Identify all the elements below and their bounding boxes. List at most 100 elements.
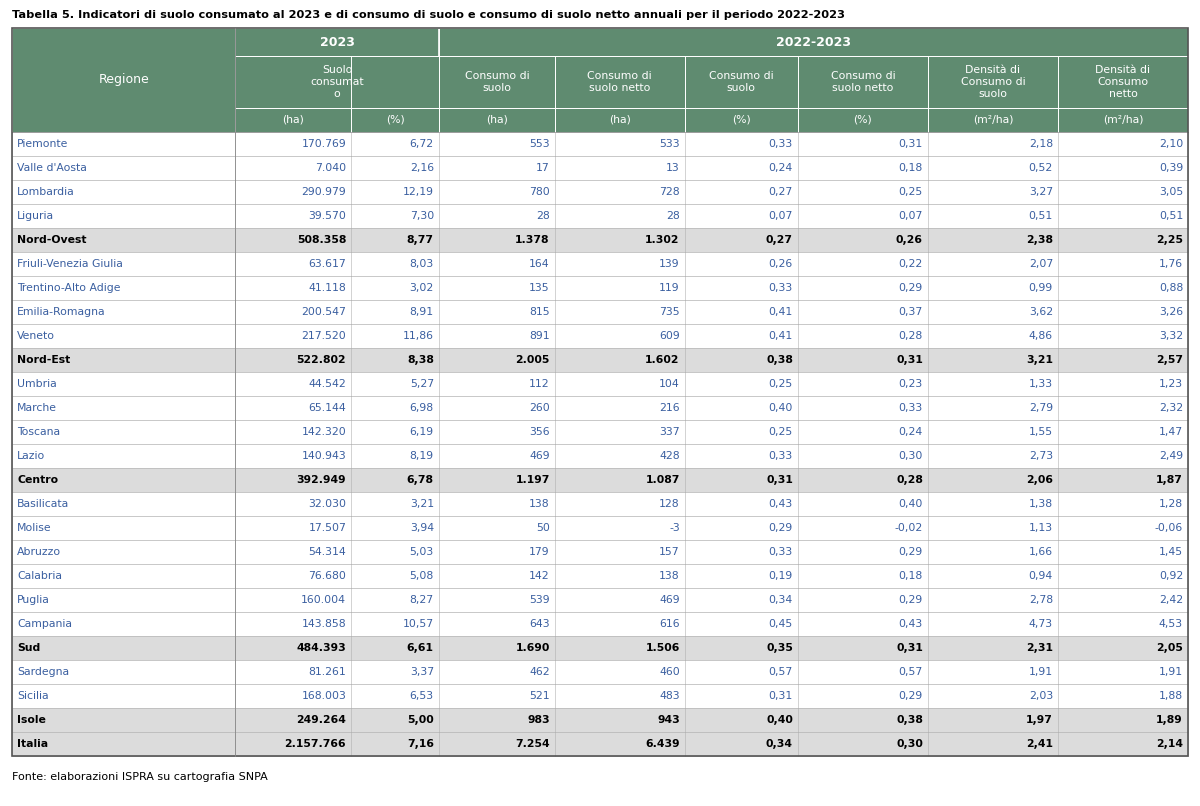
Text: 112: 112 bbox=[529, 379, 550, 389]
Text: 0,33: 0,33 bbox=[769, 451, 793, 461]
Text: 50: 50 bbox=[536, 523, 550, 533]
Text: 143.858: 143.858 bbox=[301, 619, 347, 629]
Text: 7.254: 7.254 bbox=[515, 739, 550, 749]
Text: 2023: 2023 bbox=[319, 35, 354, 48]
Bar bbox=[12, 324, 1188, 348]
Text: 0,40: 0,40 bbox=[768, 403, 793, 413]
Text: 616: 616 bbox=[659, 619, 680, 629]
Text: 0,29: 0,29 bbox=[899, 595, 923, 605]
Text: 0,31: 0,31 bbox=[766, 475, 793, 485]
Text: 8,03: 8,03 bbox=[409, 259, 434, 269]
Text: 0,52: 0,52 bbox=[1028, 163, 1052, 173]
Text: 104: 104 bbox=[659, 379, 680, 389]
Text: 0,88: 0,88 bbox=[1159, 283, 1183, 293]
Bar bbox=[235, 56, 439, 108]
Text: 0,25: 0,25 bbox=[769, 427, 793, 437]
Bar bbox=[12, 132, 1188, 156]
Text: 1,97: 1,97 bbox=[1026, 715, 1052, 725]
Text: 3,62: 3,62 bbox=[1028, 307, 1052, 317]
Text: 0,94: 0,94 bbox=[1028, 571, 1052, 581]
Text: 0,37: 0,37 bbox=[899, 307, 923, 317]
Text: 1.302: 1.302 bbox=[646, 235, 680, 245]
Text: 2,25: 2,25 bbox=[1156, 235, 1183, 245]
Text: -3: -3 bbox=[670, 523, 680, 533]
Text: 17: 17 bbox=[536, 163, 550, 173]
Bar bbox=[12, 444, 1188, 468]
Text: 0,29: 0,29 bbox=[899, 691, 923, 701]
Text: 290.979: 290.979 bbox=[301, 187, 347, 197]
Text: 3,94: 3,94 bbox=[409, 523, 434, 533]
Text: 5,00: 5,00 bbox=[407, 715, 434, 725]
Text: 8,38: 8,38 bbox=[407, 355, 434, 365]
Text: 8,19: 8,19 bbox=[409, 451, 434, 461]
Text: 0,38: 0,38 bbox=[766, 355, 793, 365]
Text: 1.602: 1.602 bbox=[646, 355, 680, 365]
Bar bbox=[12, 492, 1188, 516]
Text: 3,32: 3,32 bbox=[1159, 331, 1183, 341]
Text: 0,30: 0,30 bbox=[899, 451, 923, 461]
Text: 6,61: 6,61 bbox=[407, 643, 434, 653]
Text: 8,91: 8,91 bbox=[409, 307, 434, 317]
Text: 135: 135 bbox=[529, 283, 550, 293]
Text: 5,27: 5,27 bbox=[409, 379, 434, 389]
Text: 0,23: 0,23 bbox=[899, 379, 923, 389]
Text: 128: 128 bbox=[659, 499, 680, 509]
Text: 3,26: 3,26 bbox=[1159, 307, 1183, 317]
Text: Fonte: elaborazioni ISPRA su cartografia SNPA: Fonte: elaborazioni ISPRA su cartografia… bbox=[12, 772, 268, 782]
Bar bbox=[685, 108, 798, 132]
Text: 2022-2023: 2022-2023 bbox=[776, 35, 851, 48]
Text: Puglia: Puglia bbox=[17, 595, 50, 605]
Text: 160.004: 160.004 bbox=[301, 595, 347, 605]
Bar bbox=[12, 420, 1188, 444]
Text: 469: 469 bbox=[529, 451, 550, 461]
Text: 119: 119 bbox=[659, 283, 680, 293]
Text: 1.197: 1.197 bbox=[515, 475, 550, 485]
Text: Trentino-Alto Adige: Trentino-Alto Adige bbox=[17, 283, 120, 293]
Text: Consumo di
suolo netto: Consumo di suolo netto bbox=[830, 71, 895, 93]
Text: 54.314: 54.314 bbox=[308, 547, 347, 557]
Text: Tabella 5. Indicatori di suolo consumato al 2023 e di consumo di suolo e consumo: Tabella 5. Indicatori di suolo consumato… bbox=[12, 10, 845, 20]
Bar bbox=[439, 108, 554, 132]
Text: 0,29: 0,29 bbox=[899, 283, 923, 293]
Text: (%): (%) bbox=[732, 115, 751, 125]
Text: 2,16: 2,16 bbox=[409, 163, 434, 173]
Text: 138: 138 bbox=[529, 499, 550, 509]
Text: 200.547: 200.547 bbox=[301, 307, 347, 317]
Text: 28: 28 bbox=[666, 211, 680, 221]
Text: 0,27: 0,27 bbox=[769, 187, 793, 197]
Text: 2,18: 2,18 bbox=[1028, 139, 1052, 149]
Text: 7,16: 7,16 bbox=[407, 739, 434, 749]
Text: 0,40: 0,40 bbox=[766, 715, 793, 725]
Bar bbox=[12, 684, 1188, 708]
Text: 460: 460 bbox=[659, 667, 680, 677]
Text: 1.506: 1.506 bbox=[646, 643, 680, 653]
Bar bbox=[928, 56, 1058, 108]
Text: 5,08: 5,08 bbox=[409, 571, 434, 581]
Text: 0,28: 0,28 bbox=[896, 475, 923, 485]
Text: Veneto: Veneto bbox=[17, 331, 55, 341]
Text: 337: 337 bbox=[659, 427, 680, 437]
Text: 3,05: 3,05 bbox=[1159, 187, 1183, 197]
Text: 2,57: 2,57 bbox=[1156, 355, 1183, 365]
Text: Nord-Est: Nord-Est bbox=[17, 355, 71, 365]
Text: Consumo di
suolo: Consumo di suolo bbox=[464, 71, 529, 93]
Text: 0,28: 0,28 bbox=[899, 331, 923, 341]
Text: 891: 891 bbox=[529, 331, 550, 341]
Text: 2,10: 2,10 bbox=[1159, 139, 1183, 149]
Text: 6,53: 6,53 bbox=[409, 691, 434, 701]
Bar bbox=[12, 300, 1188, 324]
Text: 0,51: 0,51 bbox=[1159, 211, 1183, 221]
Text: 81.261: 81.261 bbox=[308, 667, 347, 677]
Text: 462: 462 bbox=[529, 667, 550, 677]
Text: 6,98: 6,98 bbox=[409, 403, 434, 413]
Text: 0,45: 0,45 bbox=[769, 619, 793, 629]
Bar bbox=[12, 564, 1188, 588]
Text: 157: 157 bbox=[659, 547, 680, 557]
Text: 1,66: 1,66 bbox=[1028, 547, 1052, 557]
Text: 2,41: 2,41 bbox=[1026, 739, 1052, 749]
Text: 0,34: 0,34 bbox=[769, 595, 793, 605]
Text: 0,19: 0,19 bbox=[769, 571, 793, 581]
Text: -0,02: -0,02 bbox=[895, 523, 923, 533]
Text: 0,22: 0,22 bbox=[899, 259, 923, 269]
Bar bbox=[352, 108, 439, 132]
